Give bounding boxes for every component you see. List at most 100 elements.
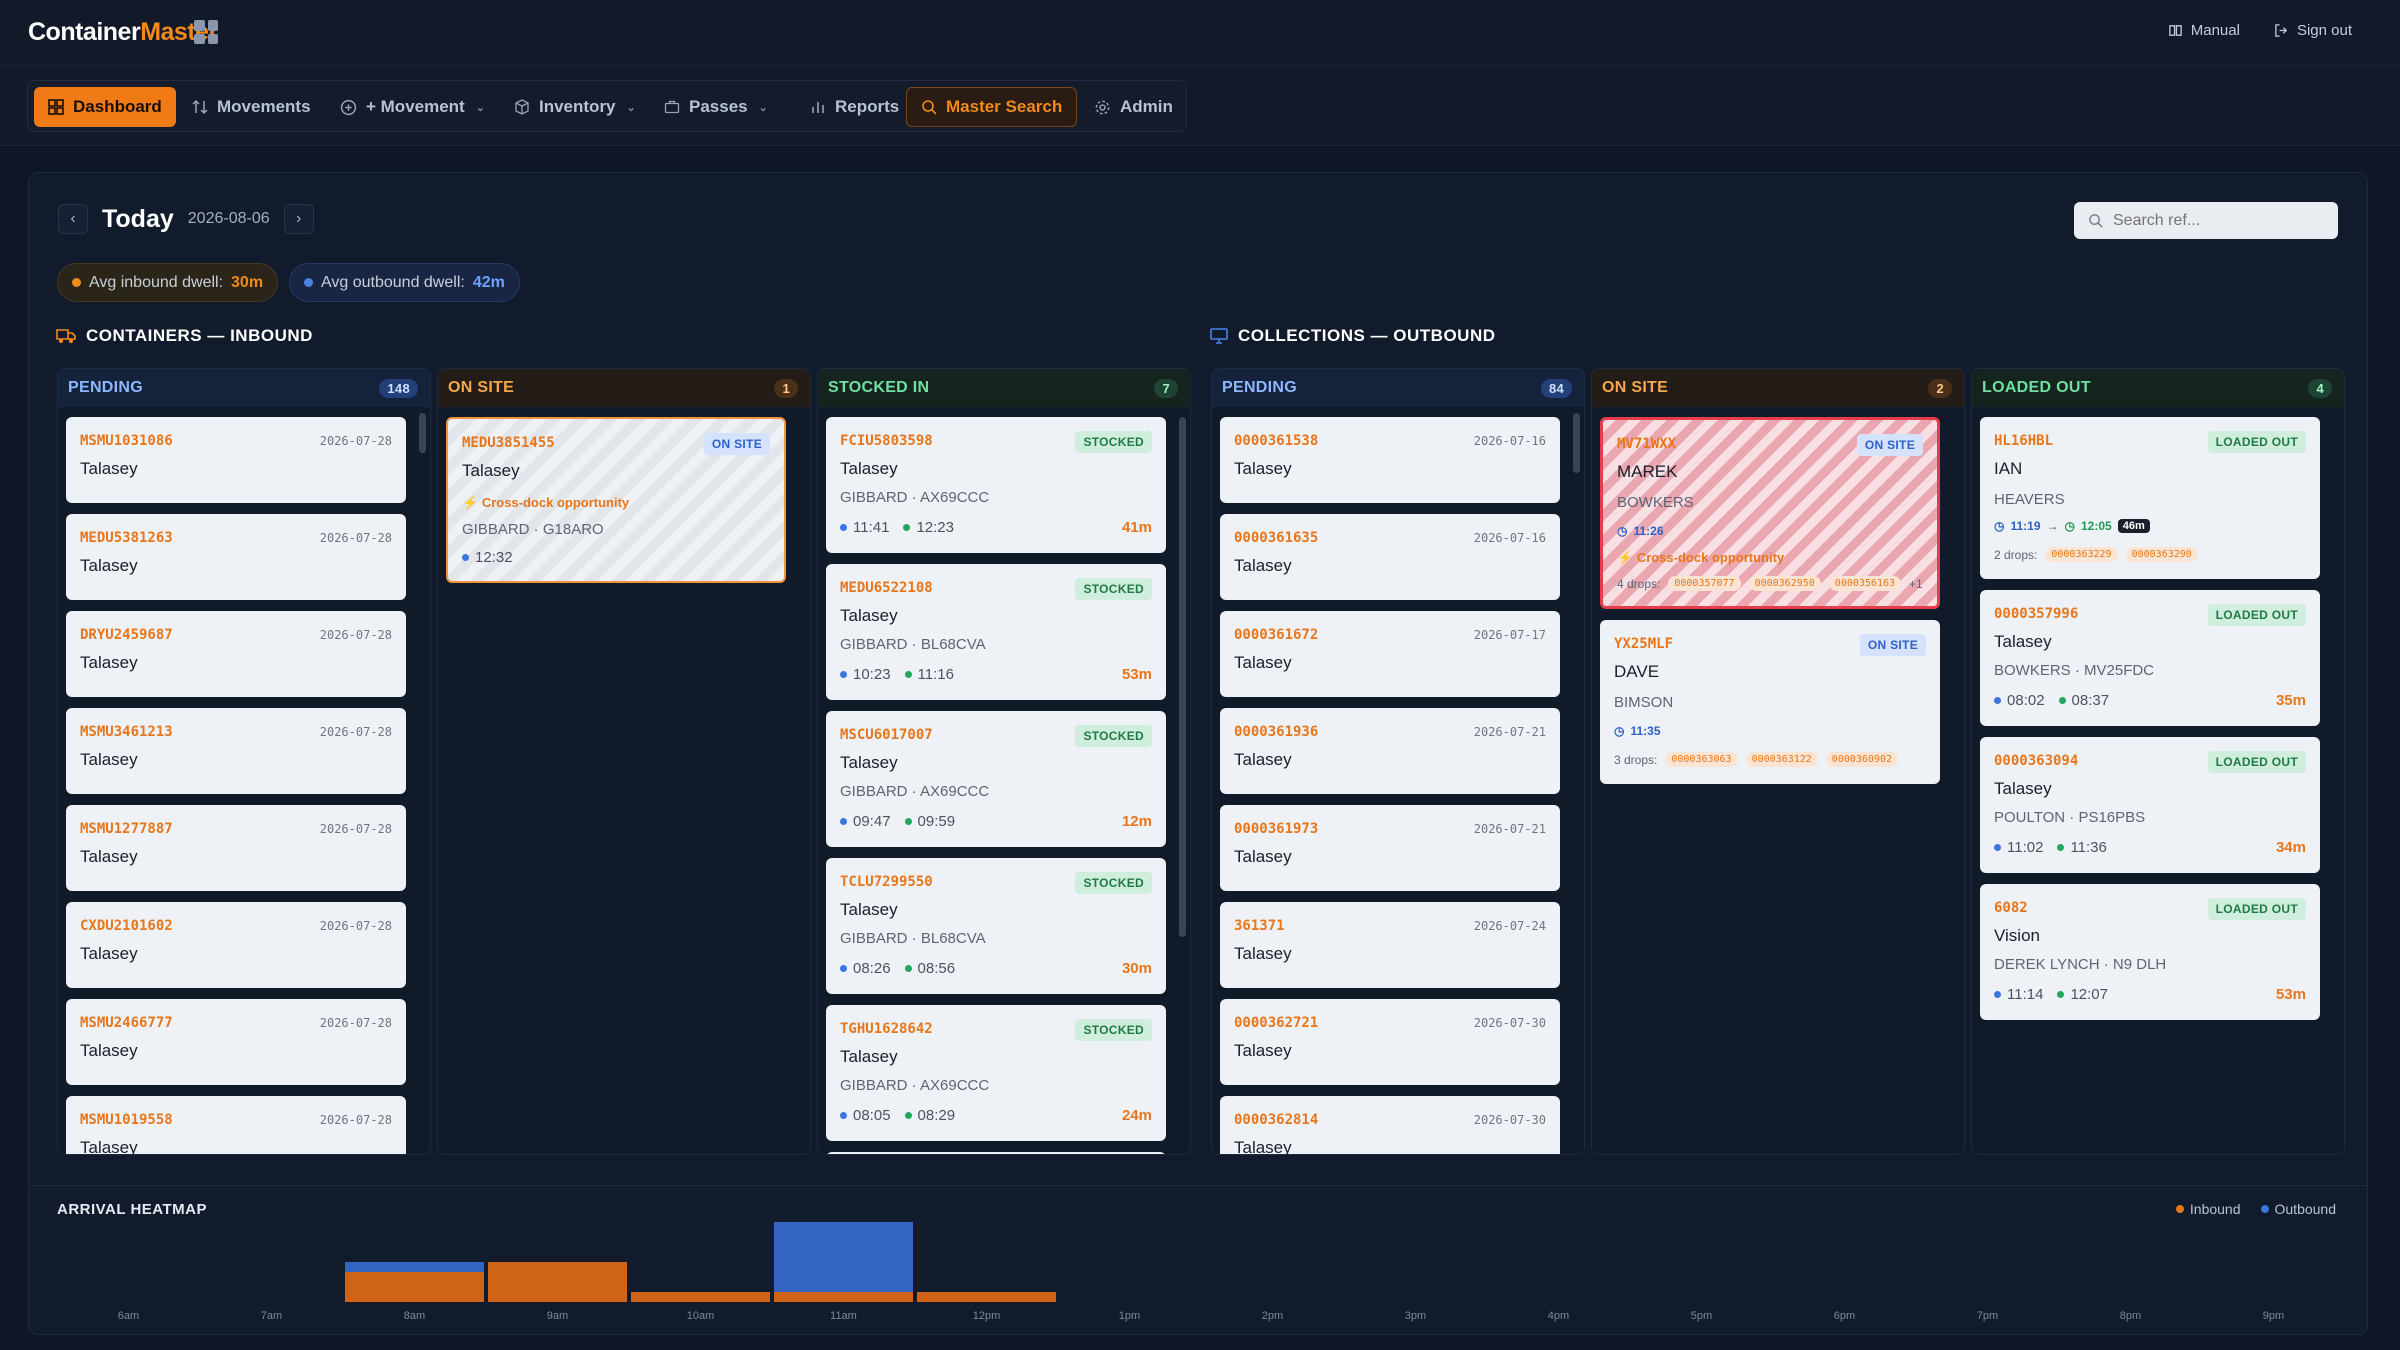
drop-chip[interactable]: 0000363122 xyxy=(1745,752,1818,767)
container-card[interactable]: TCLU7299550 STOCKED Talasey GIBBARD · BL… xyxy=(826,858,1166,994)
collection-card[interactable]: 0000361538 2026-07-16 Talasey xyxy=(1220,417,1560,503)
app-logo[interactable]: ContainerMaster xyxy=(28,18,218,46)
collection-card[interactable]: 0000362721 2026-07-30 Talasey xyxy=(1220,999,1560,1085)
status-badge: LOADED OUT xyxy=(2207,431,2306,453)
arrow-right-icon: → xyxy=(2046,519,2059,533)
container-card[interactable]: DRYU2459687 2026-07-28 Talasey xyxy=(66,611,406,697)
prev-day-button[interactable]: ‹ xyxy=(58,204,88,234)
cross-dock-label: ⚡ Cross-dock opportunity xyxy=(462,495,630,510)
tick-label: 6am xyxy=(118,1310,139,1322)
bar-inbound-12pm xyxy=(917,1292,1056,1302)
status-badge: STOCKED xyxy=(1075,431,1152,453)
tick-label: 8am xyxy=(404,1310,425,1322)
bar-outbound-11am xyxy=(774,1222,913,1292)
status-badge: LOADED OUT xyxy=(2207,751,2306,773)
status-badge: STOCKED xyxy=(1075,872,1152,894)
search-icon xyxy=(922,100,937,115)
container-card[interactable]: MSMU1277887 2026-07-28 Talasey xyxy=(66,805,406,891)
sign-out-link[interactable]: Sign out xyxy=(2274,22,2352,39)
container-card[interactable]: FCIU5803598 STOCKED Talasey GIBBARD · AX… xyxy=(826,417,1166,553)
scrollbar[interactable] xyxy=(1573,413,1580,473)
count-badge: 84 xyxy=(1540,378,1572,398)
container-card[interactable]: MSMU1031086 2026-07-28 Talasey xyxy=(66,417,406,503)
status-badge: LOADED OUT xyxy=(2207,898,2306,920)
status-badge: ON SITE xyxy=(1856,434,1923,456)
container-card[interactable]: CXDU2101602 2026-07-28 Talasey xyxy=(66,902,406,988)
sign-out-icon xyxy=(2275,24,2288,37)
nav-admin[interactable]: Admin xyxy=(1080,87,1187,127)
container-card[interactable]: MEDU6522108 STOCKED Talasey GIBBARD · BL… xyxy=(826,564,1166,700)
scrollbar[interactable] xyxy=(1179,417,1186,937)
inbound-pending-column: PENDING 148 MSMU1031086 2026-07-28 Talasey … xyxy=(57,368,431,1155)
status-badge: STOCKED xyxy=(1075,1019,1152,1041)
legend-inbound: Inbound xyxy=(2175,1201,2241,1217)
collection-card[interactable]: HL16HBL LOADED OUT IAN HEAVERS ◷ 11:19 → ◷ 1… xyxy=(1980,417,2320,579)
chevron-down-icon: ⌄ xyxy=(758,101,768,114)
cross-dock-label: ⚡ Cross-dock opportunity xyxy=(1617,550,1785,565)
drop-chip[interactable]: 0000363290 xyxy=(2125,547,2198,562)
collection-card[interactable]: 0000361973 2026-07-21 Talasey xyxy=(1220,805,1560,891)
collection-card[interactable]: YX25MLF ON SITE DAVE BIMSON ◷ 11:35 3 dro… xyxy=(1600,620,1940,784)
drop-chip[interactable]: 0000363229 xyxy=(2045,547,2118,562)
chevron-down-icon: ⌄ xyxy=(475,101,485,114)
column-header: ON SITE 2 xyxy=(1592,369,1964,407)
tick-label: 7pm xyxy=(1977,1310,1998,1322)
tick-label: 1pm xyxy=(1119,1310,1140,1322)
tick-label: 5pm xyxy=(1691,1310,1712,1322)
collection-card[interactable]: 6082 LOADED OUT Vision DEREK LYNCH · N9 … xyxy=(1980,884,2320,1020)
clock-icon: ◷ xyxy=(1617,524,1628,538)
next-day-button[interactable]: › xyxy=(283,204,314,234)
manual-link[interactable]: Manual xyxy=(2168,22,2240,39)
container-card[interactable]: TGHU1628642 STOCKED Talasey GIBBARD · AX… xyxy=(826,1005,1166,1141)
container-card[interactable]: MEDU5381263 2026-07-28 Talasey xyxy=(66,514,406,600)
collection-card[interactable]: 0000363094 LOADED OUT Talasey POULTON · … xyxy=(1980,737,2320,873)
collection-card[interactable]: 0000357996 LOADED OUT Talasey BOWKERS · … xyxy=(1980,590,2320,726)
bar-inbound-8am xyxy=(345,1272,484,1302)
status-badge: LOADED OUT xyxy=(2207,604,2306,626)
inbound-section-title: CONTAINERS — INBOUND xyxy=(56,326,313,346)
drop-chip[interactable]: 0000360902 xyxy=(1825,752,1899,767)
container-card[interactable]: MSMU3461213 2026-07-28 Talasey xyxy=(66,708,406,794)
inbound-stocked-column: STOCKED IN 7 FCIU5803598 STOCKED Talasey … xyxy=(817,368,1191,1155)
tick-label: 6pm xyxy=(1834,1310,1855,1322)
collection-card[interactable]: 0000361635 2026-07-16 Talasey xyxy=(1220,514,1560,600)
gear-icon xyxy=(1095,100,1110,114)
collection-card[interactable]: 0000362814 2026-07-30 Talasey xyxy=(1220,1096,1560,1154)
arrival-heatmap xyxy=(28,1185,2368,1335)
nav-inventory[interactable]: Inventory ⌄ xyxy=(500,87,650,127)
nav-reports[interactable]: Reports xyxy=(796,87,913,127)
drop-chip[interactable]: 0000356163 xyxy=(1828,576,1902,591)
nav-dashboard[interactable]: Dashboard xyxy=(34,87,176,127)
bar-inbound-11am xyxy=(774,1292,913,1302)
scrollbar[interactable] xyxy=(419,413,426,453)
collection-card[interactable]: 0000361672 2026-07-17 Talasey xyxy=(1220,611,1560,697)
container-card[interactable]: MSMU1019558 2026-07-28 Talasey xyxy=(66,1096,406,1154)
count-badge: 4 xyxy=(2308,378,2332,398)
count-badge: 148 xyxy=(379,378,418,398)
collection-card[interactable]: 361371 2026-07-24 Talasey xyxy=(1220,902,1560,988)
collection-card[interactable]: 0000361936 2026-07-21 Talasey xyxy=(1220,708,1560,794)
column-header: PENDING 84 xyxy=(1212,369,1584,407)
inbound-dot xyxy=(72,278,81,287)
container-card[interactable] xyxy=(826,1152,1166,1154)
today-label: Today xyxy=(102,204,174,233)
search-icon xyxy=(2089,214,2103,228)
drop-chip[interactable]: 0000357077 xyxy=(1668,576,1741,591)
collection-card[interactable]: MV71WXX ON SITE MAREK BOWKERS ◷ 11:26 ⚡ C… xyxy=(1600,417,1940,609)
drop-chip[interactable]: 0000362950 xyxy=(1748,576,1821,591)
container-card[interactable]: MSCU6017007 STOCKED Talasey GIBBARD · AX… xyxy=(826,711,1166,847)
grid-icon xyxy=(48,99,64,115)
tick-label: 11am xyxy=(830,1310,857,1322)
container-card[interactable]: MEDU3851455 ON SITE Talasey ⚡ Cross-dock… xyxy=(446,417,786,583)
avg-outbound-dwell: Avg outbound dwell: 42m xyxy=(289,263,520,302)
nav-movements[interactable]: Movements xyxy=(178,87,325,127)
nav-passes[interactable]: Passes ⌄ xyxy=(650,87,782,127)
status-badge: ON SITE xyxy=(703,433,770,455)
nav-bar: Dashboard Movements + Movement ⌄ Inventor… xyxy=(0,66,2400,146)
tick-label: 12pm xyxy=(973,1310,1001,1322)
search-input[interactable] xyxy=(2113,211,2313,230)
nav-add-movement[interactable]: + Movement ⌄ xyxy=(326,87,499,127)
container-card[interactable]: MSMU2466777 2026-07-28 Talasey xyxy=(66,999,406,1085)
drop-chip[interactable]: 0000363063 xyxy=(1665,752,1738,767)
nav-master-search[interactable]: Master Search xyxy=(906,87,1078,127)
